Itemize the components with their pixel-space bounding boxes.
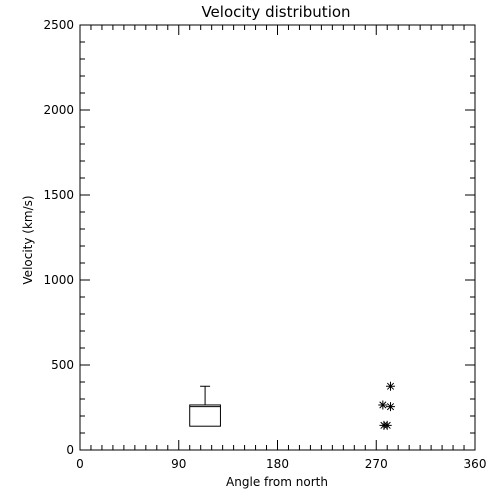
data-point-asterisk [378,400,388,410]
x-tick-label: 180 [266,457,289,471]
data-point-asterisk [386,381,396,391]
y-tick-label: 500 [51,358,74,372]
x-tick-label: 90 [171,457,186,471]
x-tick-label: 0 [76,457,84,471]
data-point-asterisk [386,402,396,412]
y-tick-label: 1000 [43,273,74,287]
axis-ticks [79,24,476,451]
y-tick-label: 2500 [43,18,74,32]
y-axis-title: Velocity (km/s) [21,195,35,284]
x-axis-title: Angle from north [226,475,328,489]
x-tick-label: 360 [464,457,487,471]
box-iqr [189,404,221,427]
data-point-asterisk [382,420,392,430]
y-tick-labels: 0 500 1000 1500 2000 2500 [43,18,74,457]
y-tick-label: 2000 [43,103,74,117]
chart-title: Velocity distribution [201,3,350,21]
plot-frame [79,24,476,451]
x-tick-labels: 0 90 180 270 360 [76,457,486,471]
x-tick-label: 270 [365,457,388,471]
data-marks [189,381,396,430]
y-tick-label: 0 [66,443,74,457]
y-tick-label: 1500 [43,188,74,202]
